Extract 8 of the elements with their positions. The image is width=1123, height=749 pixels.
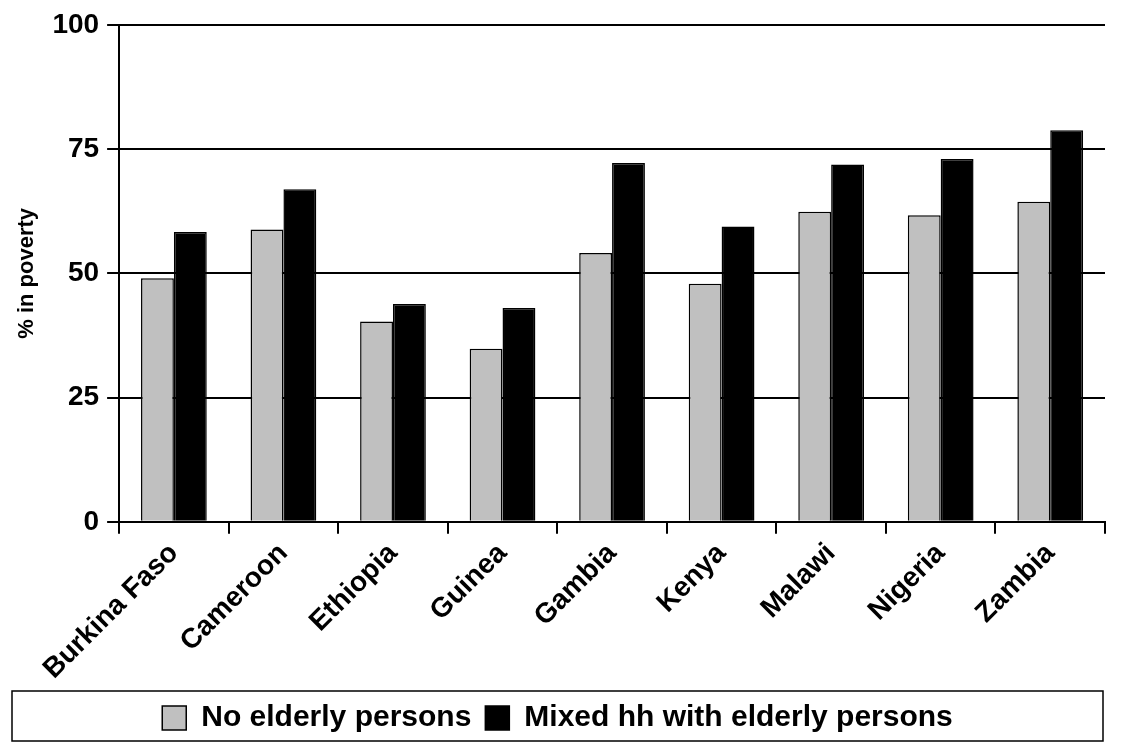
legend-label: Mixed hh with elderly persons bbox=[524, 699, 953, 733]
y-tick-label: 100 bbox=[52, 7, 100, 39]
y-tick-label: 50 bbox=[67, 256, 100, 288]
y-tick-label: 0 bbox=[83, 504, 100, 536]
y-tick-label: 25 bbox=[67, 380, 100, 412]
y-tick-label: 75 bbox=[67, 131, 100, 163]
y-axis-title: % in poverty bbox=[13, 207, 39, 339]
legend-label: No elderly persons bbox=[201, 699, 472, 733]
